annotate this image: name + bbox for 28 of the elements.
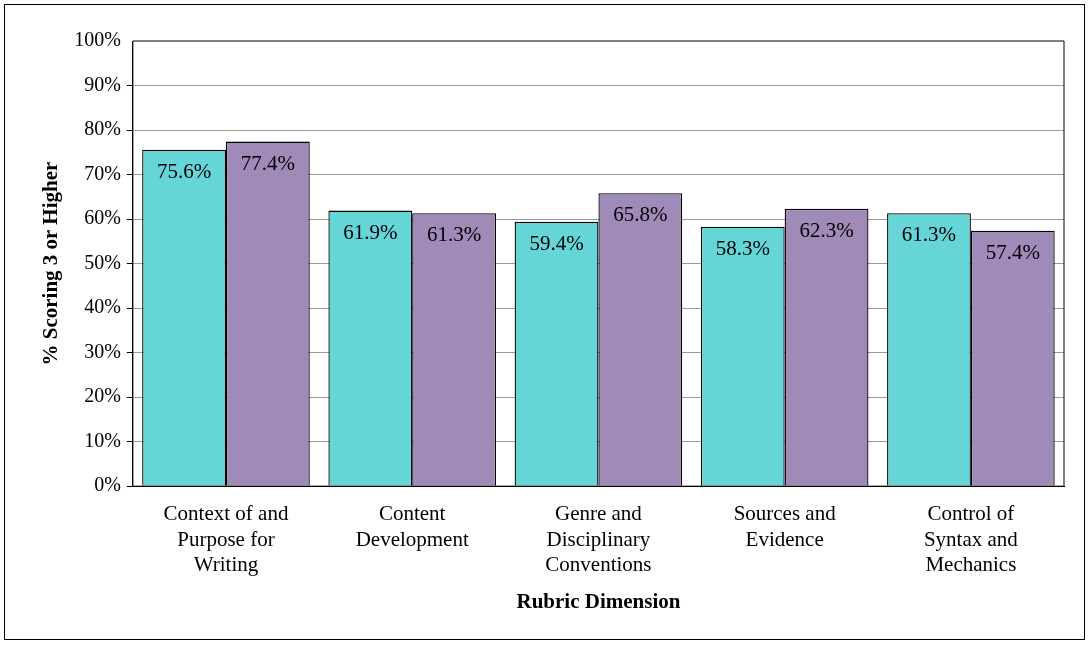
y-tick-label: 10% [84,428,121,451]
y-axis-title: % Scoring 3 or Higher [38,161,63,366]
x-tick-label: Sources and Evidence [733,501,837,551]
y-tick-label: 70% [84,161,121,184]
data-label: 65.8% [613,202,668,227]
data-label: 77.4% [240,150,295,175]
y-tick-label: 30% [84,339,121,362]
data-label: 58.3% [715,235,770,260]
x-tick-label: Content Development [355,501,469,551]
x-tick-label: Genre and Disciplinary Conventions [545,501,652,576]
y-tick-label: 90% [84,72,121,95]
data-label: 61.3% [901,222,957,247]
y-tick-label: 40% [84,295,121,318]
data-label: 59.4% [529,230,584,255]
y-tick-label: 0% [94,473,121,496]
x-tick-label: Context of and Purpose for Writing [163,501,289,576]
x-tick-label: Control of Syntax and Mechanics [923,501,1019,576]
data-label: 61.9% [343,219,398,244]
data-label: 61.3% [426,222,482,247]
y-tick-label: 20% [84,384,121,407]
y-tick-label: 100% [74,28,121,51]
data-label: 75.6% [156,158,212,183]
data-label: 62.3% [799,217,854,242]
x-axis-title: Rubric Dimension [516,588,681,613]
data-label: 57.4% [985,239,1040,264]
y-tick-label: 80% [84,117,121,140]
y-tick-label: 60% [84,206,121,229]
y-tick-label: 50% [84,250,121,273]
